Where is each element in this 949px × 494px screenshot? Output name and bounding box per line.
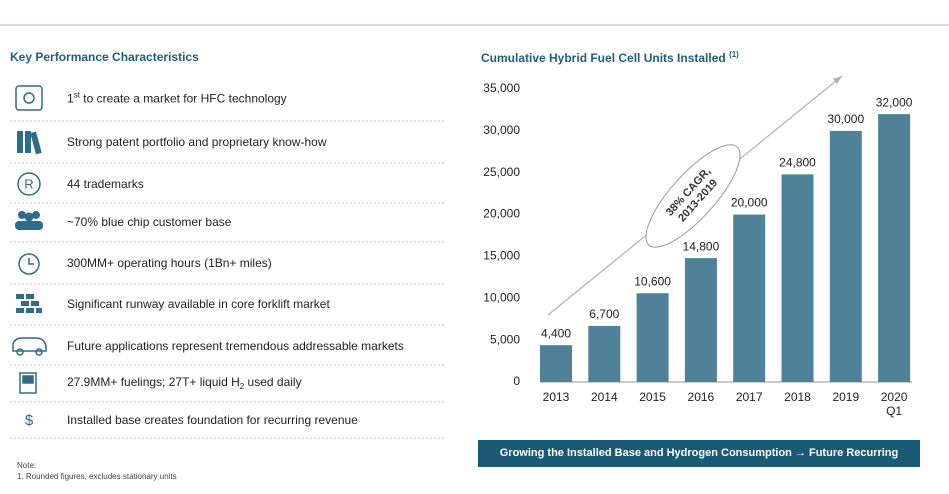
kpi-text: Significant runway available in core for…	[67, 297, 330, 311]
icon-registered-r: R	[24, 176, 33, 191]
x-tick-label: 2018	[784, 390, 811, 404]
y-tick-label: 30,000	[483, 123, 520, 137]
chart-title-text: Cumulative Hybrid Fuel Cell Units Instal…	[481, 51, 726, 65]
y-tick-label: 35,000	[483, 81, 520, 95]
kpi-text: ~70% blue chip customer base	[67, 215, 232, 229]
kpi-text: used daily	[244, 374, 302, 389]
x-tick-label: 2015	[639, 390, 666, 404]
kpi-text: Strong patent portfolio and proprietary …	[67, 135, 327, 149]
value-label: 4,400	[541, 326, 571, 340]
value-label: 6,700	[589, 307, 619, 321]
icon-pump-screen	[22, 375, 34, 384]
kpi-item: Installed base creates foundation for re…	[67, 413, 358, 427]
value-label: 24,800	[779, 156, 816, 170]
x-tick-label: 2020 Q1	[880, 390, 908, 418]
value-label: 32,000	[876, 95, 913, 109]
kpi-text: 300MM+ operating hours (1Bn+ miles)	[67, 256, 272, 270]
chart-title: Cumulative Hybrid Fuel Cell Units Instal…	[481, 50, 739, 65]
bar	[733, 214, 766, 382]
y-tick-label: 10,000	[483, 290, 520, 304]
kpi-separators	[10, 120, 446, 439]
x-tick-label: 2019	[832, 390, 860, 404]
bar	[588, 325, 621, 382]
kpi-item: 300MM+ operating hours (1Bn+ miles)	[67, 256, 272, 270]
kpi-text: Installed base creates foundation for re…	[67, 413, 358, 427]
y-tick-label: 5,000	[490, 332, 520, 346]
bar	[781, 174, 814, 382]
note-text: 1. Rounded figures, excludes stationary …	[17, 472, 177, 481]
icon-car-wheel	[35, 348, 43, 356]
trend-arrowhead	[833, 76, 842, 84]
chart: 0 5,000 10,000 15,000 20,000 25,000 30,000 35,0…	[483, 81, 912, 388]
y-tick-label: 20,000	[483, 207, 520, 221]
canvas: R $ 0 5,000 10,000 15,000 20,000 25,000 30,000…	[0, 24, 949, 439]
x-tick-label: 2013	[542, 390, 570, 404]
value-label: 14,800	[683, 239, 720, 253]
chart-title-note: (1)	[729, 50, 739, 59]
icon-clock-hands	[28, 258, 34, 265]
kpi-item: 1st to create a market for HFC technolog…	[67, 91, 287, 106]
x-tick-label: 2017	[735, 390, 763, 404]
bar	[878, 114, 911, 382]
value-label: 30,000	[827, 112, 864, 126]
icon-chip	[15, 85, 43, 111]
icon-people	[15, 211, 43, 230]
kpi-text: 44 trademarks	[67, 177, 144, 191]
page: {"kpi_section": {"title": "Key Performan…	[0, 24, 949, 486]
kpi-item: Significant runway available in core for…	[67, 297, 330, 311]
y-tick-label: 15,000	[483, 249, 520, 263]
kpi-text: 27.9MM+ fuelings; 27T+ liquid H	[67, 374, 240, 389]
kpi-text: 1	[67, 91, 74, 106]
kpi-icons: R $	[12, 85, 47, 429]
banner: Growing the Installed Base and Hydrogen …	[478, 440, 920, 486]
cagr-ellipse	[645, 144, 741, 248]
icon-car	[12, 337, 47, 352]
icon-registered	[17, 172, 41, 196]
kpi-item: ~70% blue chip customer base	[67, 215, 231, 229]
icon-bricks	[16, 294, 42, 313]
kpi-item: 27.9MM+ fuelings; 27T+ liquid H2 used da…	[67, 375, 302, 391]
kpi-superscript: st	[73, 90, 80, 100]
icon-dollar: $	[25, 412, 34, 429]
icon-chip-core	[23, 92, 35, 104]
kpi-item: Strong patent portfolio and proprietary …	[67, 135, 326, 149]
kpi-title: Key Performance Characteristics	[10, 50, 199, 64]
icon-pump	[19, 372, 37, 394]
x-tick-label: 2014	[590, 390, 618, 404]
kpi-text: to create a market for HFC technology	[79, 91, 287, 106]
bar	[684, 258, 717, 382]
kpi-text: Future applications represent tremendous…	[67, 339, 404, 353]
y-tick-label: 25,000	[483, 165, 520, 179]
kpi-subscript: 2	[239, 382, 245, 392]
icon-books	[17, 131, 42, 155]
value-label: 10,600	[634, 274, 671, 288]
kpi-item: 44 trademarks	[67, 177, 144, 191]
bar	[829, 130, 862, 382]
value-label: 20,000	[731, 196, 768, 210]
x-tick-label: 2016	[687, 390, 715, 404]
y-tick-label: 0	[513, 374, 520, 388]
icon-car-wheel	[16, 348, 24, 356]
note-label: Note:	[17, 461, 37, 470]
kpi-item: Future applications represent tremendous…	[67, 339, 404, 353]
bar	[636, 293, 669, 382]
bar	[540, 345, 572, 382]
icon-clock	[18, 253, 40, 275]
